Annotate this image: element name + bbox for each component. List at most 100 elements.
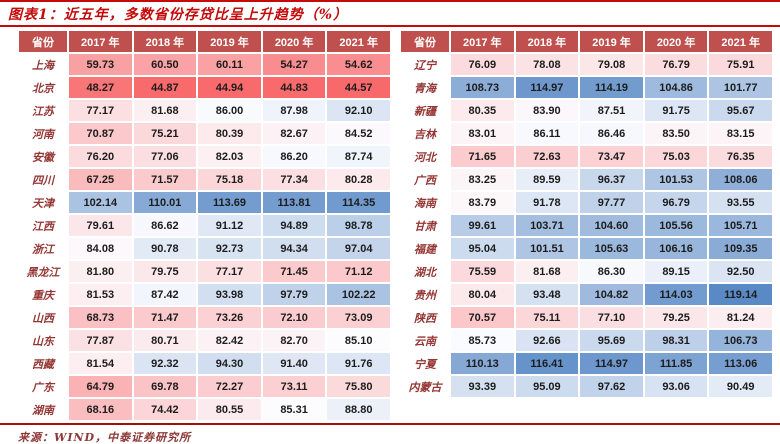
deposit-loan-table-left: 省份 2017 年 2018 年 2019 年 2020 年 2021 年上海 59.73 6… — [17, 29, 392, 422]
value-cell: 92.66 — [515, 330, 579, 351]
province-cell: 河北 — [401, 146, 449, 167]
value-cell: 75.80 — [327, 376, 390, 397]
province-cell: 江苏 — [19, 100, 67, 121]
value-cell: 86.62 — [133, 215, 197, 236]
value-cell: 106.16 — [644, 238, 708, 259]
table-row: 陕西 70.57 75.11 77.10 79.25 81.24 — [401, 307, 772, 328]
figure-title: 图表1：近五年，多数省份存贷比呈上升趋势（%） — [8, 7, 349, 23]
value-cell: 111.85 — [644, 353, 708, 374]
table-row: 湖北 75.59 81.68 86.30 89.15 92.50 — [401, 261, 772, 282]
province-cell: 黑龙江 — [19, 261, 67, 282]
province-cell: 贵州 — [401, 284, 449, 305]
value-cell: 76.35 — [709, 146, 772, 167]
header-cell-year: 2017 年 — [451, 31, 514, 52]
value-cell: 90.78 — [133, 238, 197, 259]
value-cell: 102.14 — [69, 192, 132, 213]
value-cell: 104.86 — [644, 77, 708, 98]
value-cell: 87.98 — [262, 100, 326, 121]
header-row: 省份 2017 年 2018 年 2019 年 2020 年 2021 年 — [19, 31, 390, 52]
value-cell: 73.11 — [262, 376, 326, 397]
province-cell: 天津 — [19, 192, 67, 213]
value-cell: 81.80 — [69, 261, 132, 282]
value-cell: 77.87 — [69, 330, 132, 351]
table-row: 四川 67.25 71.57 75.18 77.34 80.28 — [19, 169, 390, 190]
province-cell: 江西 — [19, 215, 67, 236]
province-cell: 山东 — [19, 330, 67, 351]
value-cell: 87.42 — [133, 284, 197, 305]
value-cell: 54.27 — [262, 54, 326, 75]
value-cell: 93.55 — [709, 192, 772, 213]
value-cell: 104.60 — [580, 215, 643, 236]
value-cell: 95.67 — [709, 100, 772, 121]
value-cell: 104.82 — [580, 284, 643, 305]
value-cell: 75.18 — [198, 169, 261, 190]
value-cell: 93.06 — [644, 376, 708, 397]
value-cell: 80.39 — [198, 123, 261, 144]
value-cell: 77.10 — [580, 307, 643, 328]
value-cell: 77.17 — [198, 261, 261, 282]
value-cell: 94.30 — [198, 353, 261, 374]
province-cell: 广东 — [19, 376, 67, 397]
table-row: 天津 102.14 110.01 113.69 113.81 114.35 — [19, 192, 390, 213]
value-cell: 75.11 — [515, 307, 579, 328]
title-rule — [0, 25, 780, 27]
value-cell: 81.68 — [515, 261, 579, 282]
province-cell: 重庆 — [19, 284, 67, 305]
table-row: 北京 48.27 44.87 44.94 44.83 44.57 — [19, 77, 390, 98]
value-cell: 92.50 — [709, 261, 772, 282]
value-cell: 75.21 — [133, 123, 197, 144]
table-row: 重庆 81.53 87.42 93.98 97.79 102.22 — [19, 284, 390, 305]
value-cell: 71.65 — [451, 146, 514, 167]
top-rule — [0, 0, 780, 2]
value-cell: 44.57 — [327, 77, 390, 98]
province-cell: 湖南 — [19, 399, 67, 420]
value-cell: 78.08 — [515, 54, 579, 75]
value-cell: 94.34 — [262, 238, 326, 259]
value-cell: 59.73 — [69, 54, 132, 75]
value-cell: 84.52 — [327, 123, 390, 144]
value-cell: 90.49 — [709, 376, 772, 397]
value-cell: 74.42 — [133, 399, 197, 420]
value-cell: 101.51 — [515, 238, 579, 259]
source-note: 来源：WIND，中泰证券研究所 — [18, 431, 192, 444]
value-cell: 86.20 — [262, 146, 326, 167]
value-cell: 96.37 — [580, 169, 643, 190]
value-cell: 95.69 — [580, 330, 643, 351]
value-cell: 91.78 — [515, 192, 579, 213]
value-cell: 114.97 — [515, 77, 579, 98]
province-cell: 宁夏 — [401, 353, 449, 374]
value-cell: 80.55 — [198, 399, 261, 420]
value-cell: 83.50 — [644, 123, 708, 144]
value-cell: 91.75 — [644, 100, 708, 121]
value-cell: 106.73 — [709, 330, 772, 351]
value-cell: 86.46 — [580, 123, 643, 144]
value-cell: 103.71 — [515, 215, 579, 236]
value-cell: 69.78 — [133, 376, 197, 397]
value-cell: 113.06 — [709, 353, 772, 374]
value-cell: 82.70 — [262, 330, 326, 351]
value-cell: 92.10 — [327, 100, 390, 121]
value-cell: 76.20 — [69, 146, 132, 167]
table-row: 湖南 68.16 74.42 80.55 85.31 88.80 — [19, 399, 390, 420]
province-cell: 福建 — [401, 238, 449, 259]
province-cell: 云南 — [401, 330, 449, 351]
value-cell: 89.59 — [515, 169, 579, 190]
province-cell: 新疆 — [401, 100, 449, 121]
header-cell-year: 2017 年 — [69, 31, 132, 52]
table-row: 江西 79.61 86.62 91.12 94.89 98.78 — [19, 215, 390, 236]
value-cell: 75.91 — [709, 54, 772, 75]
value-cell: 87.51 — [580, 100, 643, 121]
value-cell: 86.30 — [580, 261, 643, 282]
deposit-loan-table-right: 省份 2017 年 2018 年 2019 年 2020 年 2021 年辽宁 76.09 7… — [399, 29, 774, 399]
header-row: 省份 2017 年 2018 年 2019 年 2020 年 2021 年 — [401, 31, 772, 52]
value-cell: 113.81 — [262, 192, 326, 213]
province-cell: 陕西 — [401, 307, 449, 328]
value-cell: 83.25 — [451, 169, 514, 190]
value-cell: 72.10 — [262, 307, 326, 328]
table-row: 西藏 81.54 92.32 94.30 91.40 91.76 — [19, 353, 390, 374]
value-cell: 92.32 — [133, 353, 197, 374]
value-cell: 108.73 — [451, 77, 514, 98]
table-row: 福建 95.04 101.51 105.63 106.16 109.35 — [401, 238, 772, 259]
value-cell: 80.71 — [133, 330, 197, 351]
